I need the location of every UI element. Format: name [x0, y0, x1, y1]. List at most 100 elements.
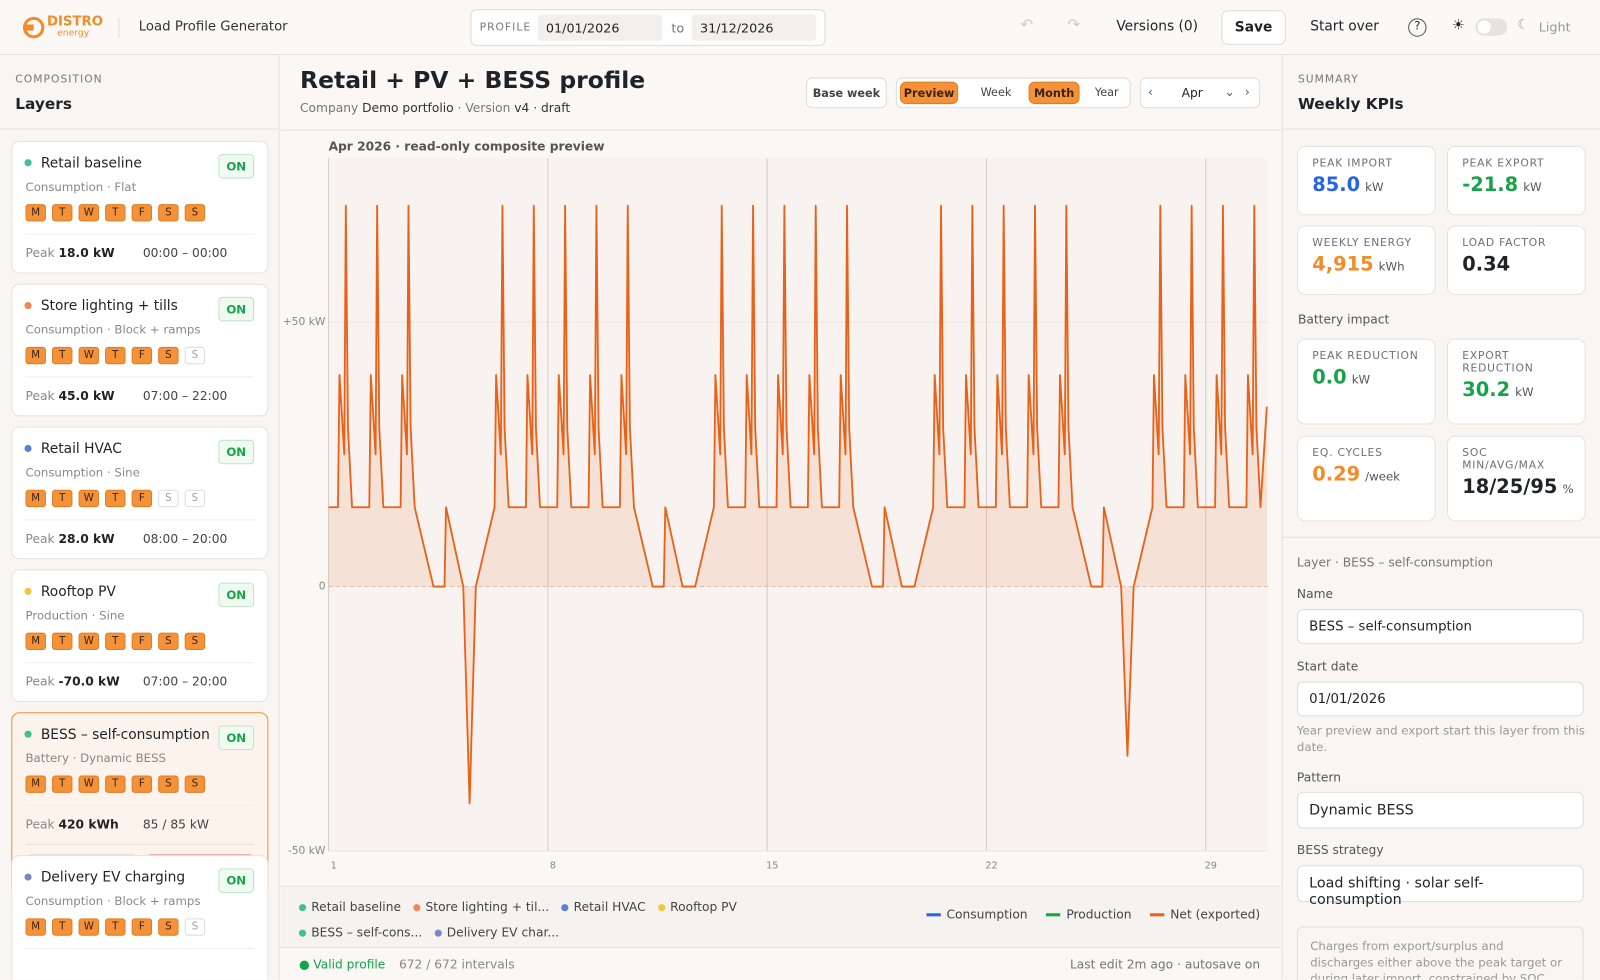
version: v4 · draft: [514, 101, 571, 116]
day-chip[interactable]: M: [25, 346, 46, 365]
day-chip[interactable]: S: [184, 632, 206, 650]
layer-card[interactable]: Retail baseline ON Consumption · Flat M T W T F…: [11, 140, 269, 274]
name-input[interactable]: BESS – self-consumption: [1296, 609, 1584, 644]
kpi-label: PEAK EXPORT: [1462, 157, 1545, 170]
legend-dot: [561, 904, 569, 912]
status-bar: ● Valid profile 672 / 672 intervals Last…: [280, 946, 1281, 980]
help[interactable]: ?: [1408, 18, 1427, 37]
day-chip[interactable]: F: [131, 489, 153, 508]
week-tab[interactable]: Week: [980, 85, 1012, 99]
day-chip[interactable]: S: [184, 918, 206, 936]
day-chip[interactable]: S: [158, 489, 179, 508]
y-tick-label: +50 kW: [283, 315, 326, 328]
day-chip[interactable]: S: [158, 346, 179, 365]
x-tick-label: 29: [1205, 860, 1217, 871]
day-chip[interactable]: T: [105, 918, 126, 936]
day-chip[interactable]: T: [52, 632, 73, 650]
day-chip[interactable]: T: [105, 204, 126, 222]
layer-name: Retail baseline: [40, 155, 142, 172]
year-tab[interactable]: Year: [1094, 85, 1119, 99]
layer-status[interactable]: ON: [218, 582, 255, 608]
divider: [25, 376, 255, 378]
layer-peak: Peak -70.0 kW: [26, 674, 120, 688]
day-chip[interactable]: S: [184, 346, 206, 365]
kpi-value: 4,915 kWh: [1312, 253, 1420, 275]
day-chip[interactable]: S: [184, 204, 206, 222]
day-chip[interactable]: S: [158, 775, 179, 793]
day-chip[interactable]: T: [52, 918, 73, 936]
divider: [1282, 128, 1600, 130]
form-heading: Layer · BESS – self-consumption: [1296, 555, 1493, 570]
day-chip[interactable]: M: [25, 918, 46, 936]
day-chip[interactable]: W: [78, 918, 99, 936]
day-chip[interactable]: W: [78, 489, 99, 508]
x-tick-label: 15: [766, 860, 778, 871]
save-button[interactable]: Save: [1221, 10, 1286, 45]
layer-peak: Peak 18.0 kW: [26, 246, 115, 260]
day-chip[interactable]: M: [25, 489, 46, 508]
day-chip[interactable]: T: [52, 346, 73, 365]
layer-card[interactable]: Rooftop PV ON Production · Sine M T W T F S S Peak…: [11, 569, 269, 703]
layer-time: 07:00 – 20:00: [142, 674, 228, 689]
start-over[interactable]: Start over: [1310, 18, 1379, 35]
profile-range: PROFILE 01/01/2026 to 31/12/2026: [470, 9, 826, 46]
end-date[interactable]: 31/12/2026: [691, 14, 817, 41]
day-chip[interactable]: F: [131, 346, 153, 365]
month-tab[interactable]: Month: [1028, 81, 1080, 105]
day-chip[interactable]: F: [131, 775, 153, 793]
divider: [1282, 536, 1600, 538]
preview-tab[interactable]: Preview: [899, 81, 959, 105]
kpi-value: 0.34: [1462, 253, 1570, 275]
layer-card[interactable]: Retail HVAC ON Consumption · Sine M T W T F S S Pe…: [11, 426, 269, 560]
period-picker[interactable]: ‹ Apr ⌄ ›: [1139, 77, 1261, 109]
layer-status[interactable]: ON: [218, 868, 255, 893]
day-chip[interactable]: T: [52, 204, 73, 222]
day-chip[interactable]: W: [78, 632, 99, 650]
day-chip[interactable]: S: [184, 489, 206, 508]
day-chip[interactable]: F: [131, 204, 153, 222]
theme-toggle[interactable]: [1475, 18, 1508, 36]
flow-legend: Consumption Production Net (exported): [908, 907, 1261, 922]
divider: [0, 128, 280, 130]
day-chip[interactable]: F: [131, 918, 153, 936]
layer-status[interactable]: ON: [218, 154, 255, 179]
day-chip[interactable]: T: [105, 346, 126, 365]
start-date[interactable]: 01/01/2026: [537, 14, 663, 41]
legend-dot: [298, 929, 307, 937]
day-chip[interactable]: W: [78, 346, 99, 365]
redo[interactable]: ↷: [1067, 15, 1081, 34]
day-chip[interactable]: S: [158, 632, 179, 650]
day-chip[interactable]: T: [105, 632, 126, 650]
legend-label: Production: [1066, 907, 1132, 922]
versions[interactable]: Versions (0): [1116, 18, 1199, 35]
day-chip[interactable]: T: [52, 489, 73, 508]
layer-card[interactable]: Store lighting + tills ON Consumption · Bl…: [11, 283, 269, 417]
net-line: [328, 204, 1268, 805]
base-week[interactable]: Base week: [806, 77, 887, 109]
day-chip[interactable]: T: [105, 775, 126, 793]
peak-value: 45.0 kW: [58, 388, 115, 404]
day-chip[interactable]: T: [52, 775, 73, 793]
day-chip[interactable]: S: [158, 918, 179, 936]
day-chip[interactable]: S: [184, 775, 206, 793]
day-chip[interactable]: T: [105, 489, 126, 508]
profile-title: Retail + PV + BESS profile: [299, 67, 646, 94]
layer-card[interactable]: Delivery EV charging ON Consumption · Bloc…: [11, 855, 269, 980]
layer-dot: [24, 159, 32, 167]
day-chip[interactable]: W: [78, 204, 99, 222]
layer-status[interactable]: ON: [218, 725, 255, 750]
day-chip[interactable]: M: [25, 775, 46, 793]
day-chip[interactable]: F: [131, 632, 153, 650]
layer-status[interactable]: ON: [218, 439, 255, 465]
undo[interactable]: ↶: [1020, 15, 1034, 34]
day-chip[interactable]: W: [78, 775, 99, 793]
pattern-select[interactable]: Dynamic BESS: [1296, 791, 1584, 829]
day-chip[interactable]: S: [158, 204, 179, 222]
date-input[interactable]: 01/01/2026: [1296, 681, 1584, 717]
legend-label: Net (exported): [1170, 907, 1261, 922]
day-chip[interactable]: M: [25, 204, 46, 222]
strategy-select[interactable]: Load shifting · solar self-consumption: [1296, 865, 1584, 908]
day-chip[interactable]: M: [25, 632, 46, 650]
layer-status[interactable]: ON: [218, 296, 255, 322]
legend-bar: Retail baseline Store lighting + til... Re…: [280, 885, 1281, 947]
